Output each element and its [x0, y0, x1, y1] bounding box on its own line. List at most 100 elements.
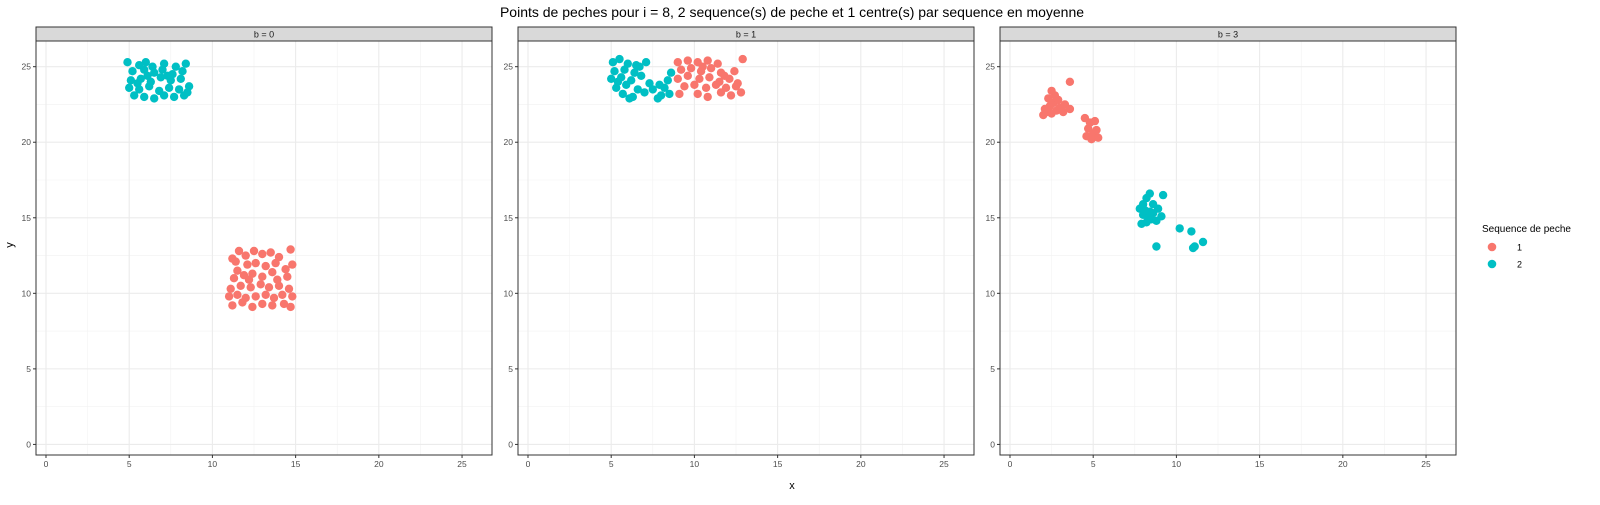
data-point — [141, 58, 150, 67]
facet-panel: b = 0 0 5 10 15 20 25 0 5 10 15 20 25 — [22, 26, 493, 469]
data-point — [618, 89, 627, 99]
y-tick-label: 0 — [26, 439, 31, 449]
panel-background — [1000, 41, 1456, 455]
data-point — [1092, 125, 1101, 135]
x-tick-label: 0 — [1008, 459, 1013, 469]
data-point — [1047, 86, 1056, 96]
data-point — [268, 301, 277, 310]
data-point — [1044, 94, 1053, 103]
data-point — [231, 257, 240, 266]
data-point — [1198, 237, 1208, 247]
series-1 — [224, 245, 297, 312]
data-point — [233, 290, 242, 299]
data-point — [130, 91, 139, 100]
data-point — [1040, 104, 1050, 114]
facet-strip-label: b = 0 — [254, 30, 274, 40]
data-point — [1152, 216, 1161, 225]
data-point — [159, 91, 169, 100]
y-tick-label: 0 — [990, 439, 995, 449]
data-point — [288, 260, 297, 269]
x-tick-label: 0 — [44, 459, 49, 469]
data-point — [286, 302, 295, 312]
x-tick-label: 10 — [690, 459, 700, 469]
data-point — [228, 301, 237, 310]
data-point — [706, 63, 716, 73]
x-tick-label: 15 — [773, 459, 783, 469]
data-point — [288, 292, 297, 301]
data-point — [226, 284, 235, 293]
data-point — [1152, 242, 1161, 251]
legend-title: Sequence de peche — [1482, 224, 1571, 235]
data-point — [673, 74, 682, 84]
data-point — [660, 83, 669, 93]
data-point — [126, 76, 136, 85]
y-tick-label: 15 — [22, 213, 32, 223]
y-tick-label: 20 — [22, 137, 32, 147]
y-tick-label: 25 — [504, 62, 514, 72]
data-point — [169, 92, 179, 102]
x-tick-label: 0 — [526, 459, 531, 469]
data-point — [150, 94, 159, 103]
data-point — [125, 83, 134, 93]
data-point — [261, 290, 270, 299]
data-point — [686, 63, 696, 73]
data-point — [703, 56, 712, 65]
y-tick-label: 5 — [508, 364, 513, 374]
data-point — [1148, 200, 1158, 209]
data-point — [641, 58, 651, 67]
data-point — [738, 54, 747, 64]
data-point — [666, 68, 676, 77]
data-point — [238, 298, 247, 307]
series-1 — [673, 54, 747, 102]
data-point — [653, 94, 662, 103]
data-point — [143, 71, 152, 81]
data-point — [278, 290, 287, 299]
data-point — [1065, 77, 1075, 87]
data-point — [620, 65, 629, 74]
data-point — [613, 77, 623, 87]
data-point — [1054, 95, 1063, 105]
x-tick-label: 20 — [1338, 459, 1348, 469]
data-point — [164, 83, 174, 93]
data-point — [229, 274, 239, 283]
facet-strip — [999, 26, 1457, 42]
y-tick-label: 20 — [504, 137, 514, 147]
data-point — [281, 265, 290, 274]
y-tick-label: 10 — [22, 288, 32, 298]
y-tick-label: 25 — [986, 62, 996, 72]
data-point — [249, 246, 259, 256]
data-point — [178, 67, 187, 76]
data-point — [179, 91, 189, 100]
data-point — [145, 82, 154, 91]
data-point — [607, 74, 616, 84]
x-axis-label: x — [789, 480, 795, 492]
data-point — [680, 82, 689, 91]
data-point — [726, 91, 736, 100]
x-tick-label: 20 — [374, 459, 384, 469]
data-point — [279, 299, 289, 309]
data-point — [224, 292, 234, 301]
data-point — [615, 54, 624, 64]
data-point — [648, 85, 657, 94]
x-tick-label: 15 — [1255, 459, 1265, 469]
data-point — [268, 268, 277, 277]
x-tick-label: 5 — [1091, 459, 1096, 469]
data-point — [258, 272, 267, 281]
data-point — [256, 280, 265, 289]
data-point — [248, 302, 257, 312]
data-point — [236, 281, 245, 290]
legend-key — [1487, 259, 1497, 269]
data-point — [625, 94, 634, 103]
data-point — [1175, 224, 1184, 233]
facet-panel: b = 3 0 5 10 15 20 25 0 5 10 15 20 25 — [986, 26, 1457, 469]
data-point — [675, 89, 684, 99]
y-tick-label: 15 — [986, 213, 996, 223]
y-axis-label: y — [4, 242, 16, 248]
data-point — [635, 62, 644, 71]
legend: Sequence de peche 1 2 — [1482, 224, 1571, 270]
data-point — [241, 251, 250, 260]
facet-strip — [35, 26, 493, 42]
data-point — [1094, 133, 1103, 142]
